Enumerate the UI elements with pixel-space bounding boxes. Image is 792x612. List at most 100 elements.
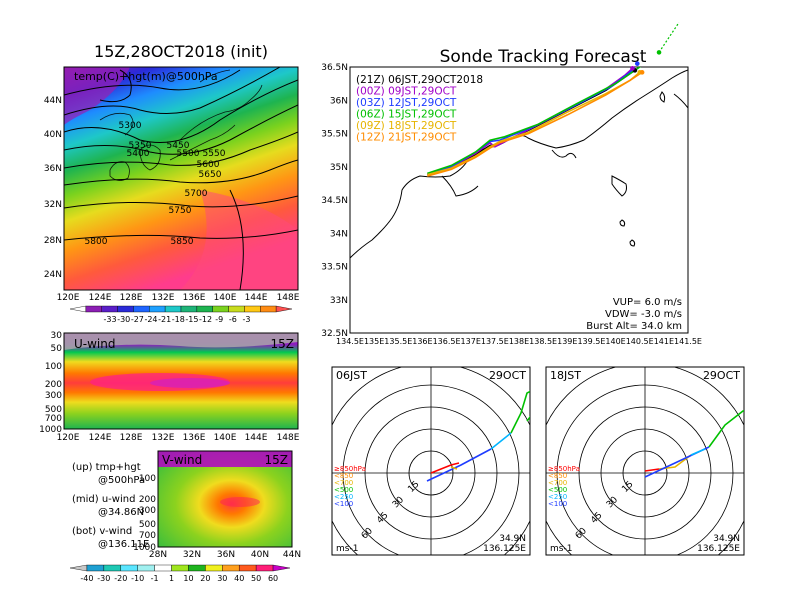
wind-colorbar-tick: 40 xyxy=(234,574,244,583)
caption-bot: (bot) v-wind xyxy=(72,526,132,537)
temp-colorbar-swatch xyxy=(275,305,293,313)
uwind-x-tick: 128E xyxy=(120,433,143,443)
vwind-panel: V-wind 15Z 100 200 300 500 700 1000 28N … xyxy=(69,450,301,583)
hodograph-trace xyxy=(450,466,458,470)
legend-entry: (09Z) 18JST,29OCT xyxy=(356,120,457,132)
track-lat-tick: 36.5N xyxy=(321,63,348,73)
temp-colorbar-swatch xyxy=(228,305,245,313)
track-lon-tick: 140.5E xyxy=(626,337,654,346)
track-lat-tick: 36N xyxy=(330,96,348,106)
wind-colorbar-tick: -1 xyxy=(151,574,159,583)
sonde-tracks xyxy=(427,67,643,177)
uwind-y-tick: 300 xyxy=(45,391,62,401)
legend-entry: (06Z) 15JST,29OCT xyxy=(356,109,457,121)
hodograph-level-legend: <250 xyxy=(334,493,353,501)
vwind-y-tick: 300 xyxy=(139,506,156,516)
uwind-y-tick: 50 xyxy=(51,344,63,354)
hodograph-trace xyxy=(644,468,660,472)
wind-colorbar-swatch xyxy=(103,564,121,572)
temp-colorbar-tick: -3 xyxy=(242,315,250,324)
vwind-x-tick: 28N xyxy=(149,550,167,560)
temp-colorbar-swatch xyxy=(196,305,213,313)
contour-label-5750: 5750 xyxy=(169,206,192,216)
hodograph-trace xyxy=(510,390,530,434)
hodograph-time: 18JST xyxy=(550,369,581,382)
wind-colorbar-swatch xyxy=(69,564,88,572)
contour-label-5350: 5350 xyxy=(129,141,152,151)
wind-colorbar-tick: 20 xyxy=(200,574,210,583)
map-lon-tick: 148E xyxy=(277,293,300,303)
vwind-y-tick: 100 xyxy=(139,474,156,484)
track-lon-tick: 134.5E xyxy=(336,337,364,346)
hodograph-unit: ms-1 xyxy=(336,544,358,554)
map-lat-tick: 40N xyxy=(44,130,62,140)
uwind-y-tick: 700 xyxy=(45,414,62,424)
temperature-colorbar: -33 -30 -27 -24 -21 -18 -15 -12 -9 -6 -3 xyxy=(69,305,293,324)
vwind-label: V-wind xyxy=(162,453,202,467)
track-lon-tick: 138E xyxy=(509,337,529,346)
track-lon-tick: 141E xyxy=(654,337,674,346)
map-lon-tick: 124E xyxy=(89,293,112,303)
wind-colorbar-tick: -40 xyxy=(80,574,93,583)
wind-colorbar-swatch xyxy=(239,564,257,572)
temp-colorbar-tick: -30 xyxy=(117,315,130,324)
caption-mid: (mid) u-wind xyxy=(72,494,135,505)
map-label: temp(C)+hgt(m)@500hPa xyxy=(74,70,218,83)
temp-colorbar-swatch xyxy=(164,305,182,313)
wind-colorbar-swatch xyxy=(154,564,172,572)
burst-altitude-text: Burst Alt= 34.0 km xyxy=(586,321,682,332)
track-lon-tick: 139.5E xyxy=(577,337,605,346)
sonde-track-ends xyxy=(630,22,680,75)
temp-colorbar-tick: -24 xyxy=(144,315,157,324)
map-lat-tick: 24N xyxy=(44,270,62,280)
contour-label-5800: 5800 xyxy=(85,237,108,247)
uwind-y-tick: 100 xyxy=(45,362,62,372)
tracking-legend: (21Z) 06JST,29OCT2018(00Z) 09JST,29OCT(0… xyxy=(356,74,483,144)
track-line xyxy=(427,71,643,177)
wind-colorbar-swatch xyxy=(205,564,223,572)
hodograph-lat: 34.9N xyxy=(499,534,526,544)
contour-label-5300: 5300 xyxy=(119,121,142,131)
hodograph-level-legend: <850 xyxy=(334,472,353,480)
map-title: 15Z,28OCT2018 (init) xyxy=(94,42,268,61)
contour-label-5600: 5600 xyxy=(197,160,220,170)
track-lat-tick: 34N xyxy=(330,229,348,239)
uwind-y-tick: 500 xyxy=(45,405,62,415)
temp-colorbar-swatch xyxy=(133,305,150,313)
vwind-y-tick: 700 xyxy=(139,531,156,541)
wind-colorbar-tick: -20 xyxy=(114,574,127,583)
track-lon-tick: 136E xyxy=(412,337,432,346)
track-lon-tick: 140E xyxy=(605,337,625,346)
legend-entry: (00Z) 09JST,29OCT xyxy=(356,86,457,98)
uwind-time: 15Z xyxy=(271,337,295,351)
wind-colorbar-swatch xyxy=(137,564,155,572)
map-lat-tick: 28N xyxy=(44,236,62,246)
temp-colorbar-tick: -6 xyxy=(229,315,237,324)
uwind-label: U-wind xyxy=(74,337,115,351)
temperature-map-panel: 15Z,28OCT2018 (init) xyxy=(44,42,300,324)
temp-colorbar-tick: -12 xyxy=(199,315,212,324)
vwind-x-tick: 40N xyxy=(251,550,269,560)
caption-up: (up) tmp+hgt xyxy=(72,462,141,473)
uwind-y-tick: 200 xyxy=(45,380,62,390)
track-end-marker xyxy=(630,66,635,71)
track-line xyxy=(427,67,642,175)
temp-colorbar-tick: -27 xyxy=(131,315,144,324)
temp-colorbar-tick: -9 xyxy=(215,315,223,324)
vwind-y-tick: 500 xyxy=(139,520,156,530)
track-lon-tick: 141.5E xyxy=(674,337,702,346)
hodograph-level-legend: <700 xyxy=(334,479,353,487)
uwind-panel: U-wind 15Z 30 50 100 200 300 500 700 100… xyxy=(39,331,300,443)
track-lat-tick: 34.5N xyxy=(321,196,348,206)
track-lon-tick: 135E xyxy=(364,337,384,346)
track-lon-tick: 139E xyxy=(557,337,577,346)
contour-label-5450: 5450 xyxy=(167,141,190,151)
track-end-marker xyxy=(639,70,645,75)
wind-colorbar-tick: 10 xyxy=(183,574,193,583)
temp-colorbar-swatch xyxy=(149,305,166,313)
